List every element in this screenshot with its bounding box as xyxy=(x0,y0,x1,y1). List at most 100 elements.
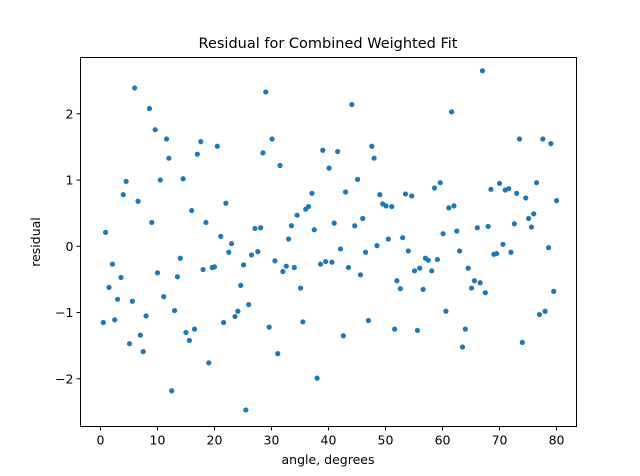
data-point xyxy=(258,225,264,231)
data-point xyxy=(431,185,438,191)
data-point xyxy=(140,349,146,355)
data-point xyxy=(200,266,206,273)
data-point xyxy=(343,189,349,195)
data-point xyxy=(392,326,398,332)
data-point xyxy=(533,180,540,186)
data-point xyxy=(297,285,304,291)
data-point xyxy=(523,195,529,201)
data-point xyxy=(429,268,435,274)
data-point xyxy=(508,249,514,255)
data-point xyxy=(243,407,249,413)
data-point xyxy=(553,198,560,204)
data-point xyxy=(374,243,380,249)
data-point xyxy=(100,319,106,326)
data-point xyxy=(163,136,170,142)
data-point xyxy=(496,180,503,186)
data-point xyxy=(394,278,400,284)
data-point xyxy=(434,256,440,263)
data-point xyxy=(277,162,283,169)
data-point xyxy=(311,227,317,233)
data-point xyxy=(238,282,244,288)
data-point xyxy=(371,155,377,161)
data-point xyxy=(545,245,552,251)
data-point xyxy=(411,268,418,274)
data-point xyxy=(206,360,212,366)
y-tick-label: 0 xyxy=(66,239,74,254)
data-point xyxy=(360,215,366,222)
data-point xyxy=(437,180,443,186)
data-point xyxy=(469,285,475,291)
data-point xyxy=(354,176,361,182)
data-point xyxy=(352,223,358,229)
data-point xyxy=(214,143,220,149)
data-point xyxy=(255,249,261,255)
data-point xyxy=(305,203,312,210)
data-point xyxy=(519,339,525,345)
x-axis-label: angle, degrees xyxy=(282,452,375,467)
data-point xyxy=(477,280,483,286)
y-axis-ticks: −2 −1 0 1 2 xyxy=(55,106,81,386)
data-point xyxy=(365,317,372,324)
data-point xyxy=(385,236,391,242)
data-point xyxy=(260,150,266,156)
data-point xyxy=(314,375,320,381)
data-point xyxy=(275,351,281,357)
data-point xyxy=(459,344,466,350)
data-point xyxy=(174,274,181,280)
data-point xyxy=(248,252,255,258)
x-tick-label: 50 xyxy=(378,433,394,448)
data-point xyxy=(109,261,116,267)
data-point xyxy=(221,319,227,326)
data-point xyxy=(114,296,121,302)
x-tick-label: 80 xyxy=(549,433,565,448)
data-point xyxy=(283,263,289,269)
data-point xyxy=(536,311,543,318)
data-point xyxy=(397,286,403,292)
data-point xyxy=(235,308,241,314)
data-point xyxy=(540,136,546,142)
data-point xyxy=(152,127,158,133)
data-point xyxy=(528,224,535,230)
data-point xyxy=(171,307,178,314)
data-point xyxy=(285,236,292,242)
data-point xyxy=(129,298,135,304)
data-point xyxy=(474,225,480,231)
data-point xyxy=(211,264,218,270)
data-point xyxy=(203,219,209,226)
data-point xyxy=(500,241,506,247)
data-point xyxy=(266,324,272,330)
data-point xyxy=(252,225,258,232)
data-point xyxy=(345,264,352,271)
data-point xyxy=(337,246,344,252)
data-points xyxy=(100,68,560,413)
data-point xyxy=(198,139,204,145)
data-point xyxy=(112,317,118,323)
x-tick-label: 40 xyxy=(321,433,337,448)
x-tick-label: 70 xyxy=(492,433,508,448)
x-tick-label: 0 xyxy=(96,433,104,448)
data-point xyxy=(494,250,500,257)
data-point xyxy=(132,85,138,91)
data-point xyxy=(383,203,389,209)
data-point xyxy=(443,308,449,314)
data-point xyxy=(425,257,431,263)
data-point xyxy=(377,192,383,198)
y-axis-label: residual xyxy=(28,217,43,267)
data-point xyxy=(320,147,326,153)
data-point xyxy=(454,228,460,234)
data-point xyxy=(137,332,143,338)
data-point xyxy=(263,89,269,95)
chart-title: Residual for Combined Weighted Fit xyxy=(199,36,458,52)
data-point xyxy=(514,190,520,196)
data-point xyxy=(135,198,141,204)
data-point xyxy=(223,200,229,206)
data-point xyxy=(183,329,189,336)
data-point xyxy=(516,136,523,142)
data-point xyxy=(120,192,126,198)
data-point xyxy=(180,176,186,182)
data-point xyxy=(154,270,161,276)
data-point xyxy=(294,212,300,218)
data-point xyxy=(166,155,172,161)
data-point xyxy=(169,388,175,394)
